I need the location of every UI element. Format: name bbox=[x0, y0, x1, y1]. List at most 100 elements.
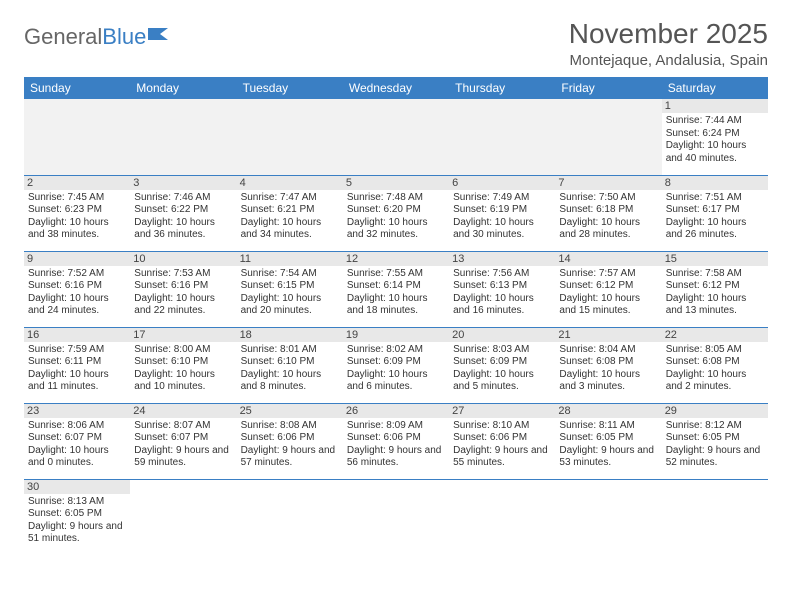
calendar-cell bbox=[24, 99, 130, 175]
calendar-cell: 28Sunrise: 8:11 AMSunset: 6:05 PMDayligh… bbox=[555, 403, 661, 479]
logo: GeneralBlue bbox=[24, 24, 170, 50]
calendar-cell: 19 Sunrise: 8:02 AMSunset: 6:09 PMDayligh… bbox=[343, 327, 449, 403]
calendar-cell bbox=[662, 479, 768, 555]
calendar-cell: 22Sunrise: 8:05 AMSunset: 6:08 PMDayligh… bbox=[662, 327, 768, 403]
calendar-cell bbox=[237, 99, 343, 175]
weekday-header: Monday bbox=[130, 77, 236, 99]
day-details: Sunrise: 7:52 AMSunset: 6:16 PMDaylight:… bbox=[28, 268, 126, 318]
day-details: Sunrise: 7:51 AMSunset: 6:17 PMDaylight:… bbox=[666, 192, 764, 242]
day-number: 10 bbox=[130, 252, 236, 266]
day-number: 7 bbox=[555, 176, 661, 190]
header: GeneralBlue November 2025 Montejaque, An… bbox=[24, 18, 768, 69]
calendar-cell bbox=[343, 479, 449, 555]
day-number: 27 bbox=[449, 404, 555, 418]
day-details: Sunrise: 8:00 AMSunset: 6:10 PMDaylight:… bbox=[134, 344, 232, 394]
weekday-header: Friday bbox=[555, 77, 661, 99]
day-number: 17 bbox=[130, 328, 236, 342]
day-details: Sunrise: 7:54 AMSunset: 6:15 PMDaylight:… bbox=[241, 268, 339, 318]
day-number: 23 bbox=[24, 404, 130, 418]
day-details: Sunrise: 7:58 AMSunset: 6:12 PMDaylight:… bbox=[666, 268, 764, 318]
day-details: Sunrise: 7:46 AMSunset: 6:22 PMDaylight:… bbox=[134, 192, 232, 242]
calendar-cell bbox=[555, 99, 661, 175]
location: Montejaque, Andalusia, Spain bbox=[569, 52, 768, 69]
day-details: Sunrise: 7:49 AMSunset: 6:19 PMDaylight:… bbox=[453, 192, 551, 242]
calendar-cell: 11Sunrise: 7:54 AMSunset: 6:15 PMDayligh… bbox=[237, 251, 343, 327]
calendar-cell bbox=[555, 479, 661, 555]
calendar-cell bbox=[130, 479, 236, 555]
day-number: 21 bbox=[555, 328, 661, 342]
calendar-cell: 3 Sunrise: 7:46 AMSunset: 6:22 PMDaylight… bbox=[130, 175, 236, 251]
day-number: 2 bbox=[24, 176, 130, 190]
day-details: Sunrise: 7:45 AMSunset: 6:23 PMDaylight:… bbox=[28, 192, 126, 242]
calendar-cell: 26 Sunrise: 8:09 AMSunset: 6:06 PMDayligh… bbox=[343, 403, 449, 479]
page-title: November 2025 bbox=[569, 18, 768, 50]
calendar-cell bbox=[343, 99, 449, 175]
calendar-cell bbox=[130, 99, 236, 175]
calendar-cell: 24Sunrise: 8:07 AMSunset: 6:07 PMDayligh… bbox=[130, 403, 236, 479]
calendar-cell: 6 Sunrise: 7:49 AMSunset: 6:19 PMDaylight… bbox=[449, 175, 555, 251]
day-details: Sunrise: 7:44 AMSunset: 6:24 PMDaylight:… bbox=[666, 115, 764, 165]
calendar-cell: 8 Sunrise: 7:51 AMSunset: 6:17 PMDaylight… bbox=[662, 175, 768, 251]
weekday-header: Sunday bbox=[24, 77, 130, 99]
logo-text-2: Blue bbox=[102, 24, 146, 50]
day-details: Sunrise: 7:48 AMSunset: 6:20 PMDaylight:… bbox=[347, 192, 445, 242]
day-number: 12 bbox=[343, 252, 449, 266]
day-details: Sunrise: 8:12 AMSunset: 6:05 PMDaylight:… bbox=[666, 420, 764, 470]
day-number: 19 bbox=[343, 328, 449, 342]
calendar-cell: 15Sunrise: 7:58 AMSunset: 6:12 PMDayligh… bbox=[662, 251, 768, 327]
day-details: Sunrise: 7:53 AMSunset: 6:16 PMDaylight:… bbox=[134, 268, 232, 318]
day-details: Sunrise: 8:13 AMSunset: 6:05 PMDaylight:… bbox=[28, 496, 126, 546]
day-details: Sunrise: 8:11 AMSunset: 6:05 PMDaylight:… bbox=[559, 420, 657, 470]
day-number: 3 bbox=[130, 176, 236, 190]
day-number: 26 bbox=[343, 404, 449, 418]
calendar-cell: 10 Sunrise: 7:53 AMSunset: 6:16 PMDayligh… bbox=[130, 251, 236, 327]
day-number: 29 bbox=[662, 404, 768, 418]
day-details: Sunrise: 8:06 AMSunset: 6:07 PMDaylight:… bbox=[28, 420, 126, 470]
day-number: 14 bbox=[555, 252, 661, 266]
day-number: 20 bbox=[449, 328, 555, 342]
day-number: 16 bbox=[24, 328, 130, 342]
calendar-cell: 27 Sunrise: 8:10 AMSunset: 6:06 PMDayligh… bbox=[449, 403, 555, 479]
day-number: 4 bbox=[237, 176, 343, 190]
day-details: Sunrise: 8:10 AMSunset: 6:06 PMDaylight:… bbox=[453, 420, 551, 470]
day-details: Sunrise: 7:56 AMSunset: 6:13 PMDaylight:… bbox=[453, 268, 551, 318]
calendar-cell bbox=[237, 479, 343, 555]
weekday-header: Tuesday bbox=[237, 77, 343, 99]
day-number: 8 bbox=[662, 176, 768, 190]
calendar-cell: 23 Sunrise: 8:06 AMSunset: 6:07 PMDayligh… bbox=[24, 403, 130, 479]
day-number: 13 bbox=[449, 252, 555, 266]
day-details: Sunrise: 7:57 AMSunset: 6:12 PMDaylight:… bbox=[559, 268, 657, 318]
calendar-cell bbox=[449, 479, 555, 555]
calendar-cell: 21 Sunrise: 8:04 AMSunset: 6:08 PMDayligh… bbox=[555, 327, 661, 403]
day-details: Sunrise: 8:03 AMSunset: 6:09 PMDaylight:… bbox=[453, 344, 551, 394]
day-details: Sunrise: 7:55 AMSunset: 6:14 PMDaylight:… bbox=[347, 268, 445, 318]
calendar-cell: 17 Sunrise: 8:00 AMSunset: 6:10 PMDayligh… bbox=[130, 327, 236, 403]
calendar-cell: 13 Sunrise: 7:56 AMSunset: 6:13 PMDayligh… bbox=[449, 251, 555, 327]
weekday-header: Thursday bbox=[449, 77, 555, 99]
calendar-cell: 18Sunrise: 8:01 AMSunset: 6:10 PMDayligh… bbox=[237, 327, 343, 403]
calendar-cell: 20 Sunrise: 8:03 AMSunset: 6:09 PMDayligh… bbox=[449, 327, 555, 403]
day-details: Sunrise: 8:05 AMSunset: 6:08 PMDaylight:… bbox=[666, 344, 764, 394]
calendar-cell: 30Sunrise: 8:13 AMSunset: 6:05 PMDayligh… bbox=[24, 479, 130, 555]
day-number: 9 bbox=[24, 252, 130, 266]
day-number: 6 bbox=[449, 176, 555, 190]
calendar-cell: 14 Sunrise: 7:57 AMSunset: 6:12 PMDayligh… bbox=[555, 251, 661, 327]
day-details: Sunrise: 7:50 AMSunset: 6:18 PMDaylight:… bbox=[559, 192, 657, 242]
day-details: Sunrise: 8:02 AMSunset: 6:09 PMDaylight:… bbox=[347, 344, 445, 394]
calendar-cell: 25Sunrise: 8:08 AMSunset: 6:06 PMDayligh… bbox=[237, 403, 343, 479]
calendar-cell: 4 Sunrise: 7:47 AMSunset: 6:21 PMDaylight… bbox=[237, 175, 343, 251]
day-number: 1 bbox=[662, 99, 768, 113]
day-details: Sunrise: 7:47 AMSunset: 6:21 PMDaylight:… bbox=[241, 192, 339, 242]
calendar-cell: 9 Sunrise: 7:52 AMSunset: 6:16 PMDaylight… bbox=[24, 251, 130, 327]
calendar-cell: 7 Sunrise: 7:50 AMSunset: 6:18 PMDaylight… bbox=[555, 175, 661, 251]
day-details: Sunrise: 8:04 AMSunset: 6:08 PMDaylight:… bbox=[559, 344, 657, 394]
logo-text-1: General bbox=[24, 24, 102, 50]
calendar-cell: 2 Sunrise: 7:45 AMSunset: 6:23 PMDaylight… bbox=[24, 175, 130, 251]
day-details: Sunrise: 8:09 AMSunset: 6:06 PMDaylight:… bbox=[347, 420, 445, 470]
calendar-cell: 29 Sunrise: 8:12 AMSunset: 6:05 PMDayligh… bbox=[662, 403, 768, 479]
day-details: Sunrise: 8:01 AMSunset: 6:10 PMDaylight:… bbox=[241, 344, 339, 394]
flag-icon bbox=[148, 26, 170, 42]
day-details: Sunrise: 8:07 AMSunset: 6:07 PMDaylight:… bbox=[134, 420, 232, 470]
day-number: 5 bbox=[343, 176, 449, 190]
day-number: 25 bbox=[237, 404, 343, 418]
